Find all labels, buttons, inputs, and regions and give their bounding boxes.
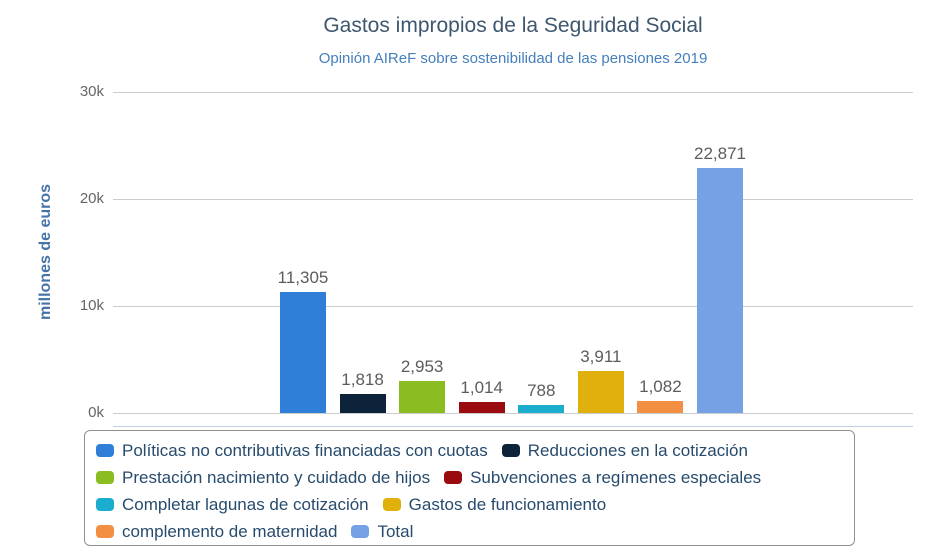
legend-swatch-icon <box>96 525 114 538</box>
legend-swatch-icon <box>382 498 401 511</box>
bar-value-label-subvenciones-a-regimenes-especiales: 1,014 <box>460 378 503 398</box>
gridline-30k <box>113 92 913 93</box>
gridline-20k <box>113 199 913 200</box>
bar-value-label-reducciones-en-la-cotizacion: 1,818 <box>341 369 384 389</box>
plot-area: 11,305 1,818 2,953 1,014 788 3,911 1,082 22,871 <box>113 92 913 427</box>
bar-value-label-complemento-de-maternidad: 1,082 <box>639 377 682 397</box>
bar-total[interactable] <box>696 168 743 413</box>
legend-row: Políticas no contributivas financiadas c… <box>96 437 854 464</box>
legend-item-label: Completar lagunas de cotización <box>122 494 369 514</box>
legend-item-label: Subvenciones a regímenes especiales <box>470 467 762 487</box>
gridline-10k <box>113 306 913 307</box>
gridline-0k <box>113 413 913 414</box>
legend-item-label: Políticas no contributivas financiadas c… <box>122 440 488 460</box>
legend-swatch-icon <box>351 525 370 538</box>
legend-item-label: complemento de maternidad <box>122 521 338 541</box>
legend-row: Prestación nacimiento y cuidado de hijos… <box>96 464 854 491</box>
legend-item-label: Prestación nacimiento y cuidado de hijos <box>122 467 431 487</box>
legend-swatch-icon <box>96 444 114 457</box>
legend-row: Completar lagunas de cotización Gastos de… <box>96 491 854 518</box>
y-tick-label-20k: 20k <box>79 190 104 207</box>
legend-item-politicas-no-contributivas-financiadas-con-cuotas[interactable]: Políticas no contributivas financiadas c… <box>96 441 488 461</box>
legend-item-label: Gastos de funcionamiento <box>408 494 607 514</box>
legend-swatch-icon <box>96 471 114 484</box>
legend-box: Políticas no contributivas financiadas c… <box>84 430 855 546</box>
legend-item-subvenciones-a-regimenes-especiales[interactable]: Subvenciones a regímenes especiales <box>444 468 761 488</box>
bar-value-label-prestacion-nacimiento-y-cuidado-de-hijos: 2,953 <box>400 357 444 377</box>
bar-subvenciones-a-regimenes-especiales[interactable] <box>458 402 505 413</box>
bar-value-label-completar-lagunas-de-cotizacion: 788 <box>527 380 556 400</box>
legend-swatch-icon <box>96 498 114 511</box>
bar-complemento-de-maternidad[interactable] <box>637 401 684 413</box>
bar-completar-lagunas-de-cotizacion[interactable] <box>518 404 565 413</box>
legend-item-label: Total <box>377 521 414 541</box>
legend-swatch-icon <box>501 444 520 457</box>
legend-item-label: Reducciones en la cotización <box>527 440 748 460</box>
bar-value-label-gastos-de-funcionamiento: 3,911 <box>580 347 622 367</box>
bar-reducciones-en-la-cotizacion[interactable] <box>339 393 386 413</box>
bar-value-label-total: 22,871 <box>693 144 746 164</box>
legend-item-completar-lagunas-de-cotizacion[interactable]: Completar lagunas de cotización <box>96 495 369 515</box>
chart-subtitle: Opinión AIReF sobre sostenibilidad de la… <box>318 50 708 67</box>
legend-item-reducciones-en-la-cotizacion[interactable]: Reducciones en la cotización <box>501 440 748 461</box>
y-tick-label-10k: 10k <box>79 297 104 314</box>
chart-title: Gastos impropios de la Seguridad Social <box>323 14 703 37</box>
legend-item-complemento-de-maternidad[interactable]: complemento de maternidad <box>96 522 337 542</box>
y-tick-label-30k: 30k <box>79 83 104 100</box>
y-tick-label-0k: 0k <box>88 404 104 421</box>
legend-item-prestacion-nacimiento-y-cuidado-de-hijos[interactable]: Prestación nacimiento y cuidado de hijos <box>96 468 430 488</box>
bar-politicas-no-contributivas-financiadas-con-cuotas[interactable] <box>280 292 326 413</box>
legend-row: complemento de maternidad Total <box>96 518 854 545</box>
x-axis-line <box>113 426 913 427</box>
bar-gastos-de-funcionamiento[interactable] <box>577 371 624 413</box>
bar-value-label-politicas-no-contributivas-financiadas-con-cuotas: 11,305 <box>277 268 329 288</box>
legend-swatch-icon <box>444 471 463 484</box>
bar-prestacion-nacimiento-y-cuidado-de-hijos[interactable] <box>399 381 446 413</box>
legend-item-gastos-de-funcionamiento[interactable]: Gastos de funcionamiento <box>382 494 607 515</box>
legend-item-total[interactable]: Total <box>351 522 413 542</box>
